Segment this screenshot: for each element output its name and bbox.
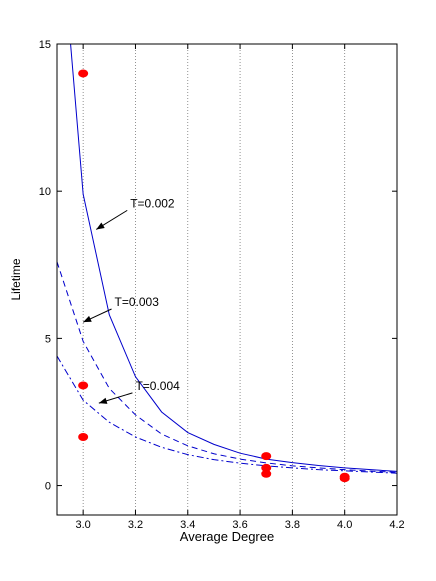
data-point: [78, 381, 89, 390]
axis-ticks: 3.0 3.2 3.4 3.6 3.8 4.0 4.2 0 5 10 15: [39, 39, 405, 531]
annotations: T=0.002 T=0.003 T=0.004: [82, 196, 180, 404]
x-tick-label: 3.0: [76, 519, 91, 531]
data-point: [339, 474, 350, 483]
series-line-t-0-002: [70, 44, 397, 472]
y-tick-label: 15: [39, 39, 51, 51]
x-tick-label: 4.2: [389, 519, 404, 531]
series-line-t-0-003: [57, 261, 397, 473]
annotation-arrow-head: [83, 315, 92, 323]
data-points: [78, 69, 350, 483]
data-point: [261, 452, 272, 461]
data-point: [78, 69, 89, 78]
series-lines: [57, 44, 397, 474]
y-tick-label: 0: [45, 481, 51, 493]
data-point: [78, 432, 89, 441]
x-axis-label: Average Degree: [180, 529, 274, 544]
grid-lines: [82, 44, 346, 515]
y-tick-label: 10: [39, 186, 51, 198]
y-tick-label: 5: [45, 333, 51, 345]
y-axis-label: Lifetime: [9, 258, 23, 300]
x-tick-label: 3.2: [128, 519, 143, 531]
annotation-label: T=0.002: [130, 196, 175, 210]
x-tick-label: 3.6: [232, 519, 247, 531]
data-point: [261, 469, 272, 478]
data-point: [261, 463, 272, 472]
x-tick-label: 4.0: [337, 519, 352, 531]
annotation-label: T=0.003: [115, 295, 160, 309]
annotation-arrow-head: [98, 397, 108, 404]
annotation-arrow-head: [96, 222, 105, 230]
plot-area-frame: [56, 43, 398, 516]
annotation-label: T=0.004: [135, 379, 180, 393]
x-tick-label: 3.4: [180, 519, 195, 531]
x-tick-label: 3.8: [285, 519, 300, 531]
series-line-t-0-004: [57, 355, 397, 474]
